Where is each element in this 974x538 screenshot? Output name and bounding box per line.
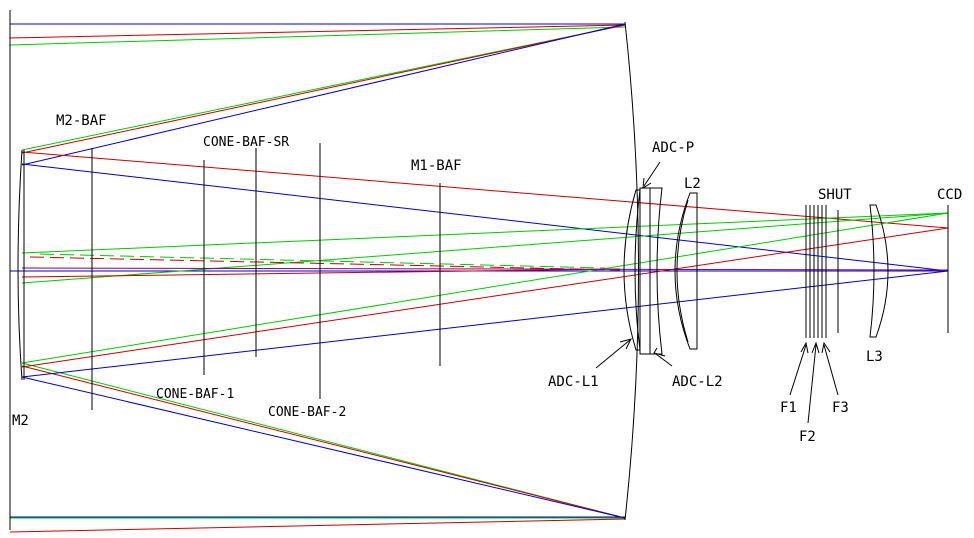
label-cone-baf-sr: CONE-BAF-SR — [203, 135, 289, 150]
adc-l1-arrowhead — [619, 338, 632, 350]
m2-mirror — [17, 149, 23, 381]
ray-axis-purple — [21, 267, 949, 271]
f2-leader — [807, 344, 817, 424]
label-f3: F3 — [832, 400, 849, 416]
ray-traces — [9, 23, 949, 533]
l2-lens-inner — [676, 199, 689, 343]
label-f2: F2 — [799, 429, 816, 445]
diagram-labels: M2-BAF CONE-BAF-SR M1-BAF ADC-P L2 SHUT … — [12, 113, 962, 445]
ray-cone-top-blue — [21, 23, 626, 166]
label-l2: L2 — [684, 176, 701, 192]
ray-m2bot-blue — [21, 270, 949, 378]
f2-arrowhead — [811, 341, 820, 354]
adc-l1-leader — [595, 339, 631, 369]
ray-axis-red-dashed — [29, 256, 621, 271]
ray-bottom-red — [9, 518, 626, 533]
ray-top-red — [9, 24, 626, 39]
ray-cone-top-red — [21, 24, 626, 154]
label-ccd: CCD — [937, 187, 962, 203]
label-f1: F1 — [780, 400, 797, 416]
label-m2: M2 — [12, 413, 29, 429]
ray-top-green-2 — [9, 26, 626, 46]
adc-p-arrowhead — [642, 177, 652, 189]
ray-axis-red-2 — [21, 268, 621, 278]
ray-axis-green-1 — [21, 212, 949, 254]
ray-m2bot-red — [21, 227, 949, 368]
label-adc-l2: ADC-L2 — [672, 374, 723, 390]
ray-m2top-blue — [21, 163, 949, 272]
ray-m2bot-green — [21, 212, 949, 364]
label-adc-l1: ADC-L1 — [548, 374, 599, 390]
label-adc-p: ADC-P — [652, 140, 694, 156]
adc-p-leader — [643, 161, 661, 187]
ray-axis-green-dashed — [39, 253, 606, 269]
ray-axis-green-2 — [21, 212, 949, 284]
label-cone-baf-2: CONE-BAF-2 — [268, 405, 346, 420]
label-m1-baf: M1-BAF — [411, 158, 462, 174]
m1-mirror — [624, 21, 639, 521]
f1-arrowhead — [800, 341, 809, 354]
l3-lens — [869, 204, 889, 338]
adc-l2-leader — [655, 353, 673, 367]
adc-l2-arrowhead — [653, 347, 666, 357]
adc-l2-lens — [649, 187, 663, 355]
f3-arrowhead — [821, 341, 831, 354]
label-m2-baf: M2-BAF — [56, 113, 107, 129]
adc-l1-lens — [623, 189, 641, 351]
ray-cone-bottom-blue — [21, 376, 626, 519]
f1-leader — [789, 344, 807, 396]
label-cone-baf-1: CONE-BAF-1 — [156, 387, 234, 402]
ray-m2top-red — [21, 151, 949, 229]
l2-lens — [674, 192, 698, 350]
ray-cone-bottom-red — [21, 365, 626, 519]
label-l3: L3 — [866, 349, 883, 365]
optical-elements — [9, 10, 949, 530]
f3-leader — [823, 344, 839, 396]
label-shut: SHUT — [818, 187, 852, 203]
